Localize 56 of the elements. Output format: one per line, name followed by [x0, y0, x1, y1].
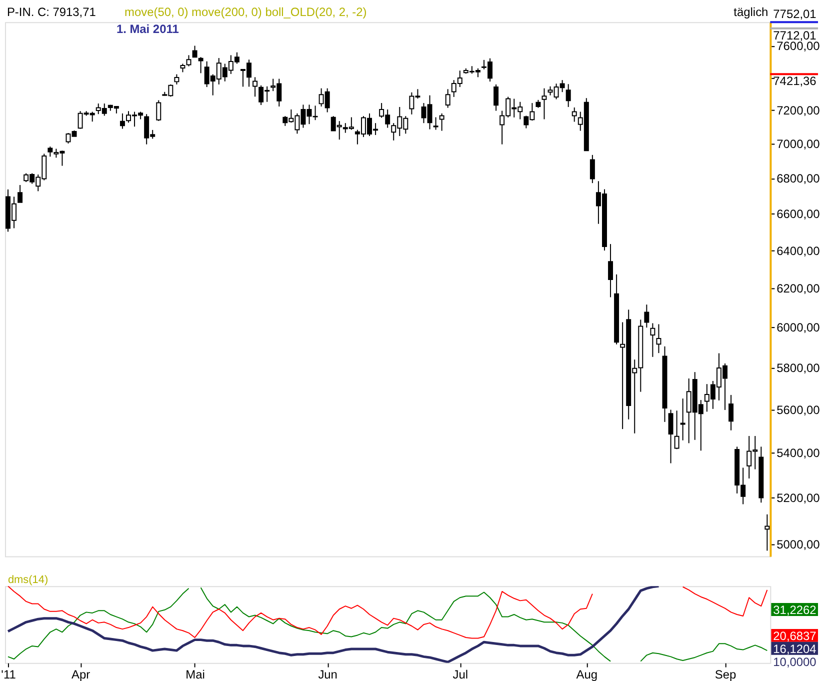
y-tick-label: 6000,00	[776, 320, 820, 335]
candlestick	[542, 88, 547, 120]
text: 16,1204	[773, 642, 817, 656]
x-tick-label: Jul	[452, 667, 468, 681]
candlestick	[192, 45, 198, 58]
candlestick	[252, 76, 258, 98]
text: 31,2262	[773, 603, 817, 618]
y-tick-label: 5800,00	[776, 361, 820, 376]
x-tick-label: Aug	[576, 667, 598, 681]
y-tick-label: 5000,00	[776, 538, 820, 552]
x-tick-label: Sep	[714, 667, 736, 681]
x-tick-label: Mai	[186, 667, 205, 681]
y-tick-label: 7200,00	[776, 104, 820, 118]
candlestick	[728, 394, 734, 431]
candlestick	[186, 54, 192, 67]
ref-line-label: 7752,01	[773, 7, 817, 22]
x-tick-label: '11	[1, 667, 16, 681]
candlestick	[656, 324, 662, 354]
ref-line-label: 7712,01	[773, 28, 817, 42]
candlestick	[156, 100, 162, 122]
text: 10,0000	[773, 654, 817, 669]
candlestick	[608, 244, 614, 298]
candlestick	[644, 304, 650, 328]
y-tick-label: 5200,00	[776, 491, 820, 506]
candlestick	[198, 56, 204, 74]
y-tick-label: 6400,00	[776, 244, 820, 258]
y-tick-label: 7000,00	[776, 137, 820, 152]
y-tick-label: 5400,00	[776, 446, 820, 460]
annotation: 1. Mai 2011	[116, 22, 180, 36]
text: 20,6837	[773, 628, 817, 643]
candlestick	[174, 74, 180, 85]
candlestick	[674, 410, 680, 450]
chart-title: dms(14)	[8, 574, 48, 586]
y-tick-label: 6600,00	[776, 207, 820, 222]
ref-line-label: 7421,36	[773, 74, 817, 88]
text: täglich	[734, 5, 768, 20]
candlestick	[566, 84, 571, 108]
candlestick	[572, 106, 577, 122]
candlestick	[668, 409, 674, 464]
candlestick	[445, 88, 450, 108]
x-tick-label: Apr	[72, 667, 90, 681]
candlestick	[590, 154, 595, 184]
candlestick	[433, 116, 438, 130]
x-tick-label: Jun	[318, 667, 338, 681]
candlestick	[764, 514, 770, 552]
y-tick-label: 6200,00	[776, 282, 820, 296]
candlestick	[18, 184, 23, 203]
chart-title: P-IN. C: 7913,71	[6, 5, 96, 20]
candlestick	[120, 112, 125, 130]
y-tick-label: 5600,00	[776, 402, 820, 417]
candlestick	[494, 84, 499, 112]
chart-subtitle: move(50, 0) move(200, 0) boll_OLD(20, 2, -2)	[124, 5, 367, 20]
y-tick-label: 6800,00	[776, 172, 820, 186]
candlestick	[680, 398, 686, 441]
candlestick	[650, 322, 656, 358]
candlestick	[439, 112, 444, 132]
